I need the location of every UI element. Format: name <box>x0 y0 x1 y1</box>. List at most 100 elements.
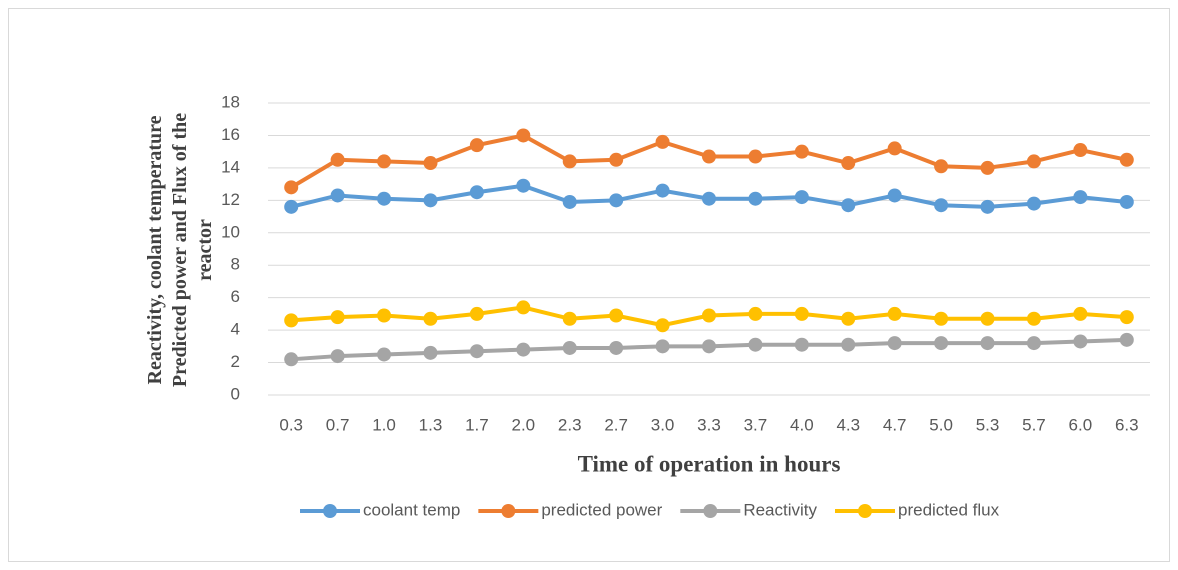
x-tick-label: 3.3 <box>697 415 721 434</box>
point <box>794 144 809 159</box>
point <box>1026 336 1041 351</box>
point <box>562 154 577 169</box>
legend-label: predicted flux <box>898 500 1000 519</box>
x-tick-label: 3.0 <box>651 415 675 434</box>
x-tick-label: 6.3 <box>1115 415 1139 434</box>
point <box>655 318 670 333</box>
point <box>284 313 299 328</box>
x-tick-label: 4.7 <box>883 415 907 434</box>
point <box>1073 334 1088 349</box>
point <box>516 342 531 357</box>
x-tick-label: 2.3 <box>558 415 582 434</box>
x-tick-label: 2.7 <box>604 415 628 434</box>
point <box>1119 332 1134 347</box>
y-tick-label: 10 <box>221 222 240 241</box>
point <box>887 336 902 351</box>
legend-label: predicted power <box>541 500 662 519</box>
point <box>655 339 670 354</box>
y-tick-label: 8 <box>231 255 240 274</box>
point <box>609 193 624 208</box>
point <box>284 180 299 195</box>
point <box>330 152 345 167</box>
point <box>702 191 716 206</box>
point <box>423 345 438 360</box>
point <box>330 310 345 325</box>
legend-marker <box>703 504 718 518</box>
point <box>1119 194 1134 209</box>
y-tick-label: 12 <box>221 190 240 209</box>
x-tick-label: 3.7 <box>744 415 768 434</box>
legend-marker <box>323 504 337 518</box>
x-tick-label: 1.0 <box>372 415 396 434</box>
point <box>748 191 763 206</box>
x-tick-label: 4.3 <box>836 415 860 434</box>
point <box>655 183 670 198</box>
point <box>516 300 531 315</box>
legend-label: Reactivity <box>743 500 817 519</box>
point <box>562 311 577 326</box>
chart-border <box>8 8 1170 562</box>
y-tick-label: 18 <box>221 92 240 111</box>
legend-marker <box>858 504 872 518</box>
point <box>1026 196 1041 211</box>
point <box>702 339 716 354</box>
point <box>423 311 438 326</box>
x-tick-label: 2.0 <box>511 415 535 434</box>
point <box>516 178 531 193</box>
point <box>934 311 949 326</box>
point <box>887 188 902 203</box>
point <box>980 311 995 326</box>
point <box>330 349 345 364</box>
point <box>469 185 484 200</box>
point <box>1026 154 1041 169</box>
point <box>887 306 902 321</box>
point <box>330 188 345 203</box>
y-tick-label: 4 <box>231 320 240 339</box>
x-tick-label: 5.7 <box>1022 415 1046 434</box>
point <box>1119 310 1134 325</box>
point <box>1073 143 1088 158</box>
x-tick-label: 1.7 <box>465 415 489 434</box>
y-tick-label: 16 <box>221 125 240 144</box>
point <box>377 347 392 362</box>
point <box>980 336 995 351</box>
x-tick-label: 6.0 <box>1069 415 1093 434</box>
point <box>562 340 577 355</box>
point <box>934 336 949 351</box>
point <box>748 149 763 164</box>
point <box>794 190 809 205</box>
point <box>284 199 299 214</box>
x-tick-label: 0.7 <box>326 415 350 434</box>
point <box>702 308 716 323</box>
y-tick-label: 2 <box>231 352 240 371</box>
point <box>609 308 624 323</box>
point <box>934 198 949 213</box>
x-tick-label: 5.3 <box>976 415 1000 434</box>
point <box>469 306 484 321</box>
y-axis-title: Reactivity, coolant temperature Predicte… <box>143 112 216 388</box>
legend-marker <box>501 504 516 518</box>
point <box>377 308 392 323</box>
point <box>609 340 624 355</box>
point <box>284 352 299 367</box>
point <box>748 306 763 321</box>
point <box>655 134 670 149</box>
point <box>423 156 438 171</box>
point <box>516 128 531 143</box>
point <box>469 344 484 359</box>
point <box>748 337 763 352</box>
x-tick-label: 5.0 <box>929 415 953 434</box>
point <box>1073 190 1088 205</box>
point <box>1073 306 1088 321</box>
y-tick-label: 14 <box>221 157 240 176</box>
point <box>702 149 716 164</box>
point <box>469 138 484 153</box>
point <box>794 306 809 321</box>
point <box>980 160 995 175</box>
y-tick-label: 0 <box>231 384 240 403</box>
point <box>887 141 902 156</box>
x-tick-label: 1.3 <box>419 415 443 434</box>
point <box>423 193 438 208</box>
